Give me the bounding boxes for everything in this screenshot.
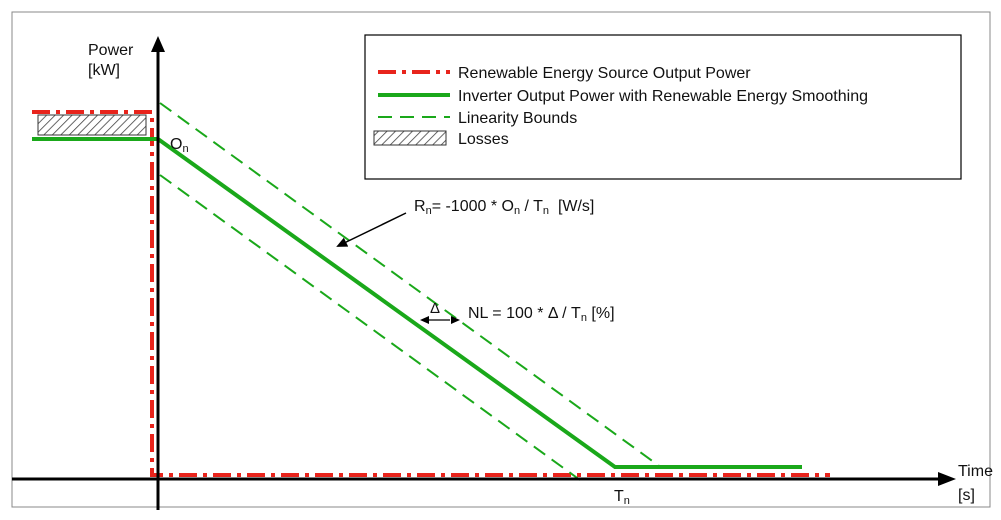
nonlinearity-formula: NL = 100 * Δ / Tn [%] [468, 305, 615, 324]
y-axis-label: Power [88, 42, 134, 59]
legend: Renewable Energy Source Output Power Inv… [364, 34, 962, 180]
inverter-output-line [32, 137, 802, 469]
legend-swatch-losses [373, 130, 447, 146]
lower-linearity-bound [159, 174, 581, 481]
start-point-label: On [170, 136, 189, 155]
legend-label-losses: Losses [458, 131, 509, 148]
upper-linearity-bound [159, 102, 663, 469]
x-axis-unit: [s] [958, 487, 975, 504]
figure-frame [11, 11, 991, 508]
legend-label-inverter: Inverter Output Power with Renewable Ene… [458, 88, 868, 105]
legend-box [364, 34, 962, 180]
x-axis-arrow [938, 472, 956, 486]
x-axis-label: Time [958, 463, 993, 480]
ramp-rate-formula: Rn= -1000 * On / Tn [W/s] [414, 198, 594, 217]
ramp-rate-pointer-arrow [336, 212, 407, 247]
delta-arrow-left [420, 316, 429, 324]
delta-symbol: Δ [430, 300, 440, 317]
source-output-line [32, 110, 830, 477]
y-axis-arrow [151, 36, 165, 52]
legend-label-source: Renewable Energy Source Output Power [458, 65, 751, 82]
losses-hatch-area [37, 114, 147, 136]
legend-label-bounds: Linearity Bounds [458, 110, 577, 127]
delta-arrow-right [451, 316, 460, 324]
x-tick-tn: Tn [614, 488, 630, 507]
y-axis-unit: [kW] [88, 62, 120, 79]
